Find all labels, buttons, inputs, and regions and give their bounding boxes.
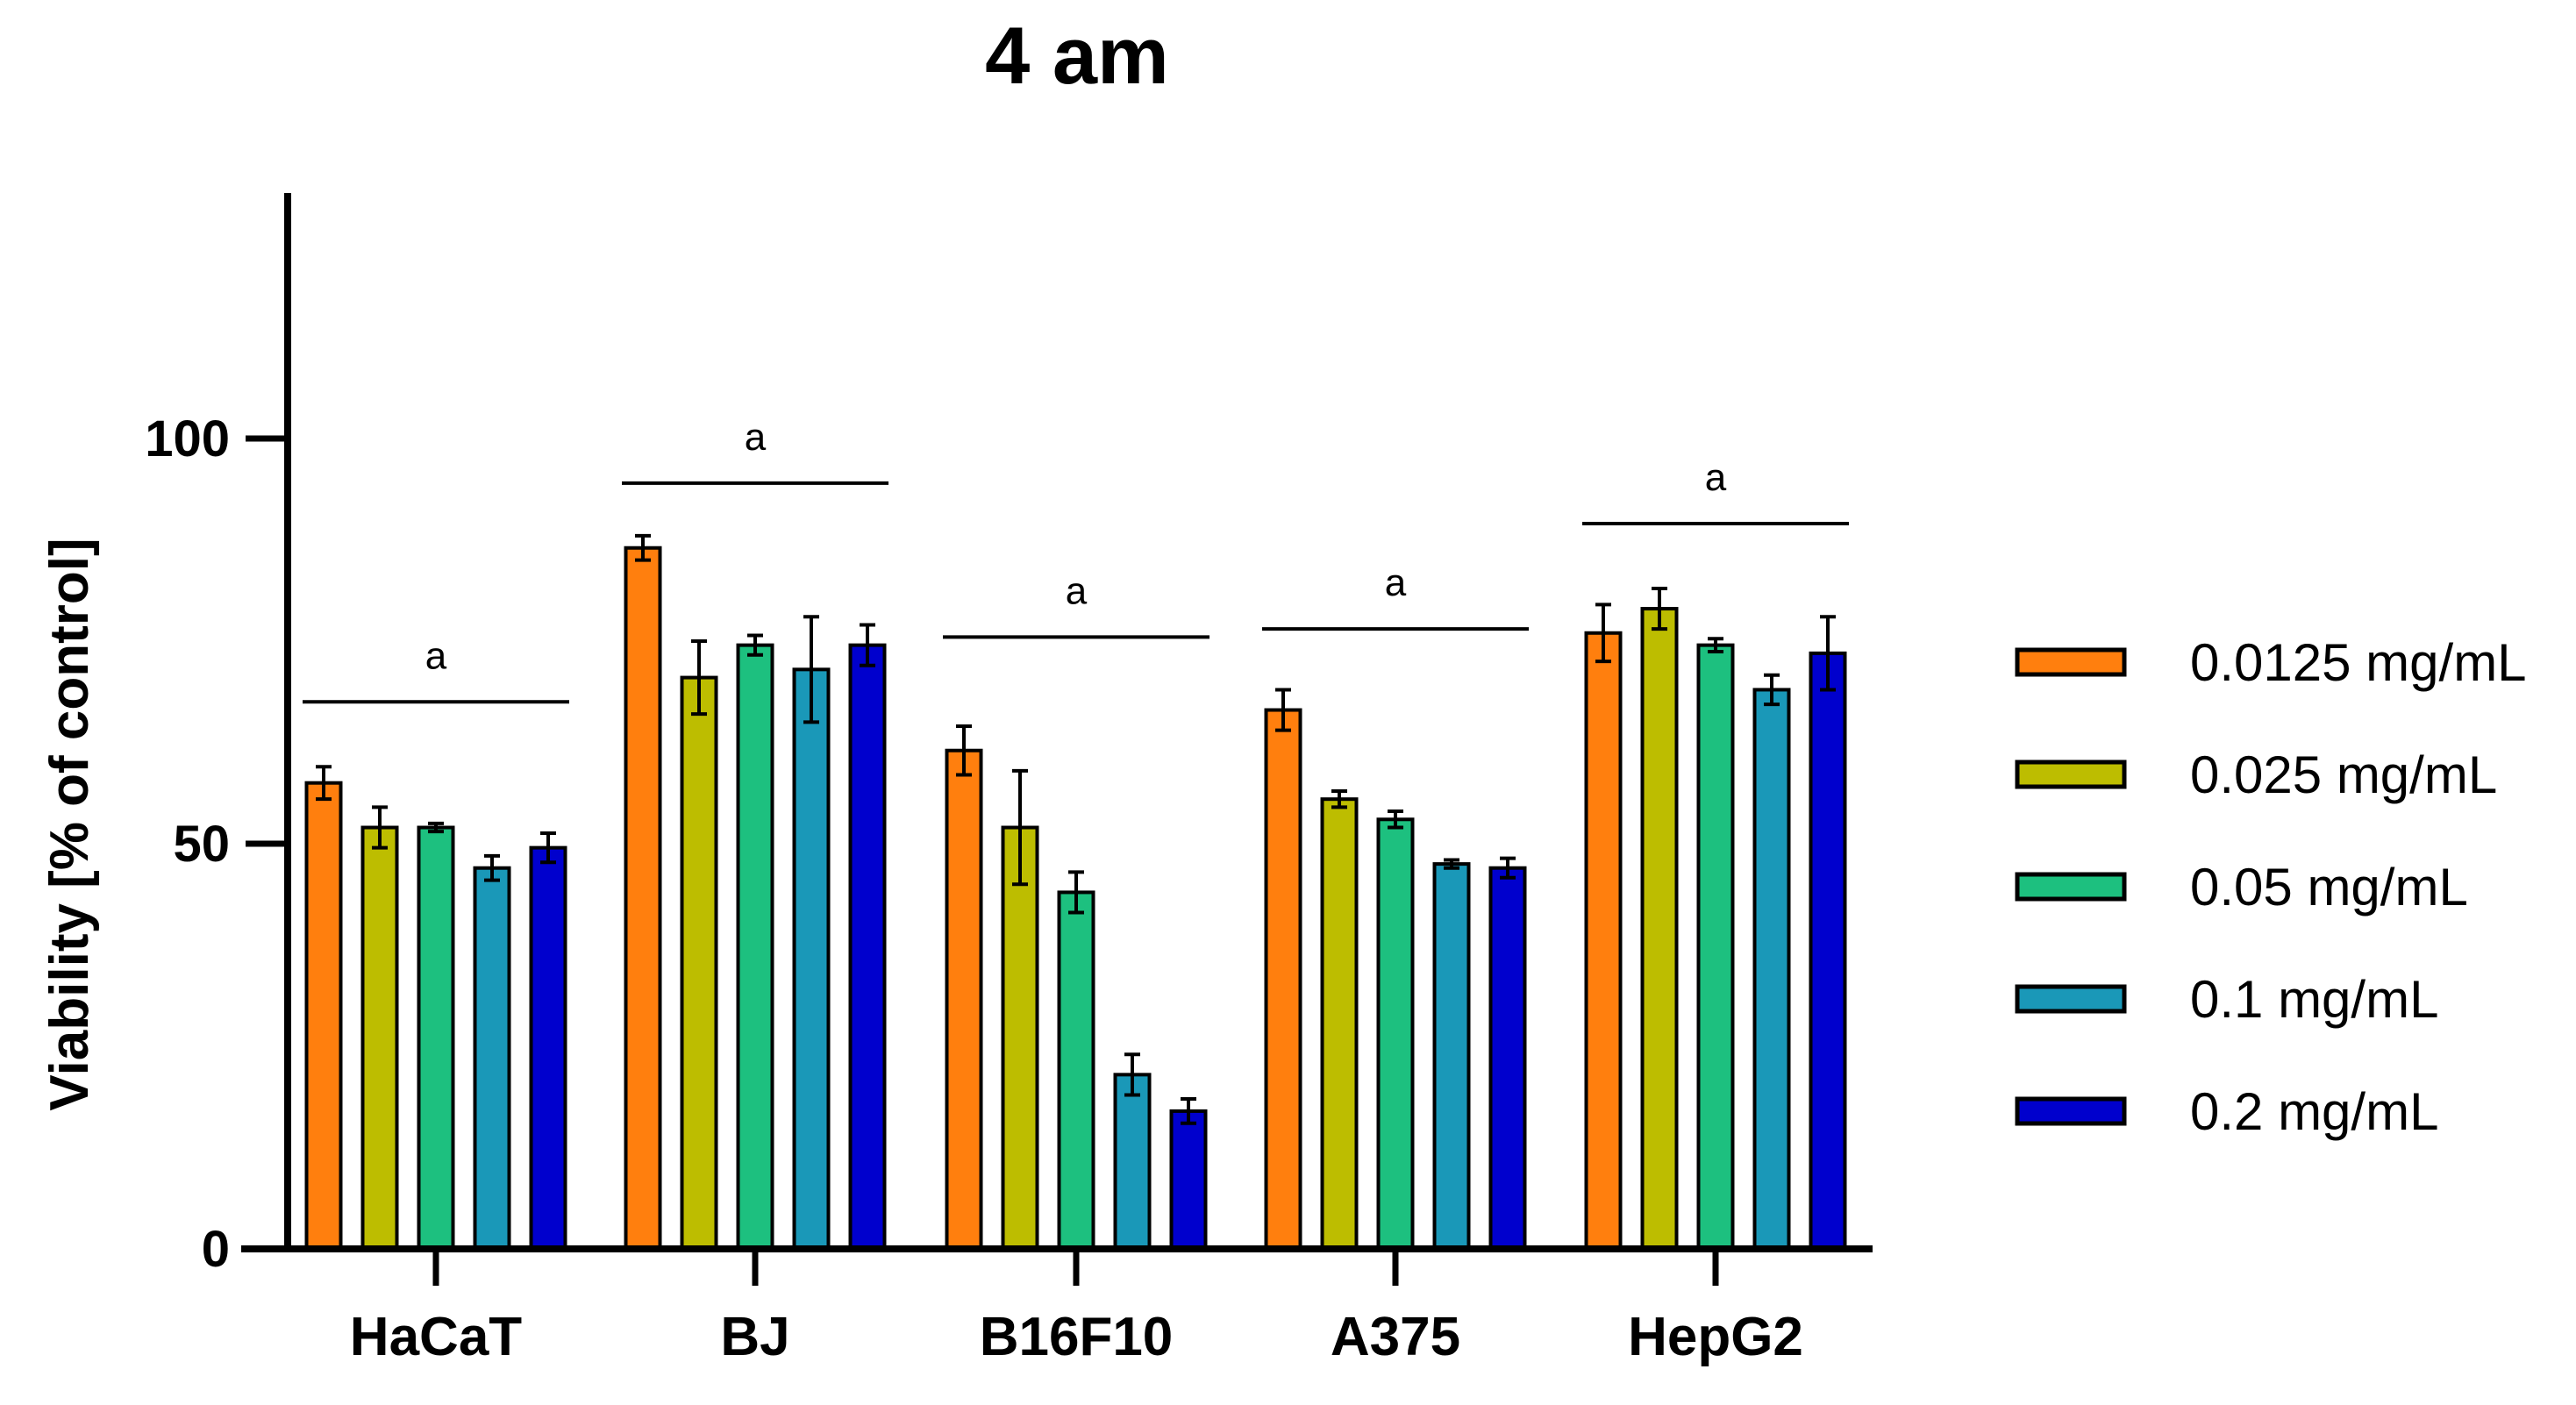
bar-hacat-series-4 xyxy=(473,866,511,1251)
bar-a375-series-1 xyxy=(1264,708,1302,1251)
significance-label-b16f10: a xyxy=(1066,569,1088,612)
y-axis-label: Viability [% of control] xyxy=(39,538,100,1110)
bar-hacat-series-5 xyxy=(529,845,567,1251)
bar-bj-series-2 xyxy=(680,675,718,1251)
bar-b16f10-series-1 xyxy=(945,748,983,1251)
legend-swatch-3 xyxy=(2015,872,2127,902)
legend-label-3: 0.05 mg/mL xyxy=(2190,858,2468,916)
bar-hacat-series-2 xyxy=(360,825,399,1252)
bar-bj-series-4 xyxy=(792,667,831,1251)
significance-label-a375: a xyxy=(1385,561,1407,604)
bar-b16f10-series-5 xyxy=(1169,1109,1208,1252)
bar-hepg2-series-3 xyxy=(1696,643,1735,1251)
legend-label-5: 0.2 mg/mL xyxy=(2190,1082,2438,1141)
x-tick-label-b16f10: B16F10 xyxy=(980,1307,1174,1367)
bar-a375-series-3 xyxy=(1376,817,1415,1252)
y-tick-label-100: 100 xyxy=(145,410,230,467)
significance-label-bj: a xyxy=(745,416,767,459)
bar-b16f10-series-4 xyxy=(1113,1073,1152,1251)
bar-hacat-series-1 xyxy=(304,781,343,1251)
bar-a375-series-5 xyxy=(1488,866,1527,1251)
bar-a375-series-2 xyxy=(1320,797,1359,1251)
bar-hacat-series-3 xyxy=(417,825,455,1252)
legend-swatch-2 xyxy=(2015,760,2127,789)
bar-b16f10-series-2 xyxy=(1001,825,1039,1252)
legend-label-1: 0.0125 mg/mL xyxy=(2190,633,2527,692)
plot-area: 0 50 100 HaCaT BJ B16F10 A375 HepG2 a a a a a xyxy=(145,193,1873,1367)
chart-title: 4 am xyxy=(985,11,1169,101)
bar-hepg2-series-4 xyxy=(1752,688,1791,1251)
legend-label-2: 0.025 mg/mL xyxy=(2190,745,2497,804)
bar-hepg2-series-2 xyxy=(1640,607,1679,1251)
bar-bj-series-3 xyxy=(736,643,774,1251)
significance-label-hacat: a xyxy=(425,634,447,677)
bar-a375-series-4 xyxy=(1432,862,1471,1251)
bar-bj-series-1 xyxy=(624,546,662,1251)
legend-swatch-1 xyxy=(2015,647,2127,677)
x-tick-label-hacat: HaCaT xyxy=(350,1307,523,1367)
bar-b16f10-series-3 xyxy=(1057,890,1095,1251)
x-tick-label-hepg2: HepG2 xyxy=(1628,1307,1803,1367)
y-tick-label-0: 0 xyxy=(202,1221,230,1278)
x-tick-label-a375: A375 xyxy=(1331,1307,1460,1367)
significance-label-hepg2: a xyxy=(1705,456,1727,499)
bar-bj-series-5 xyxy=(848,643,887,1251)
legend-label-4: 0.1 mg/mL xyxy=(2190,970,2438,1029)
bar-hepg2-series-1 xyxy=(1584,631,1623,1251)
legend-swatch-5 xyxy=(2015,1096,2127,1126)
legend: 0.0125 mg/mL 0.025 mg/mL 0.05 mg/mL 0.1 mg/… xyxy=(2015,633,2527,1141)
x-tick-label-bj: BJ xyxy=(720,1307,789,1367)
y-tick-label-50: 50 xyxy=(173,816,230,873)
legend-swatch-4 xyxy=(2015,984,2127,1014)
bar-hepg2-series-5 xyxy=(1809,651,1847,1251)
